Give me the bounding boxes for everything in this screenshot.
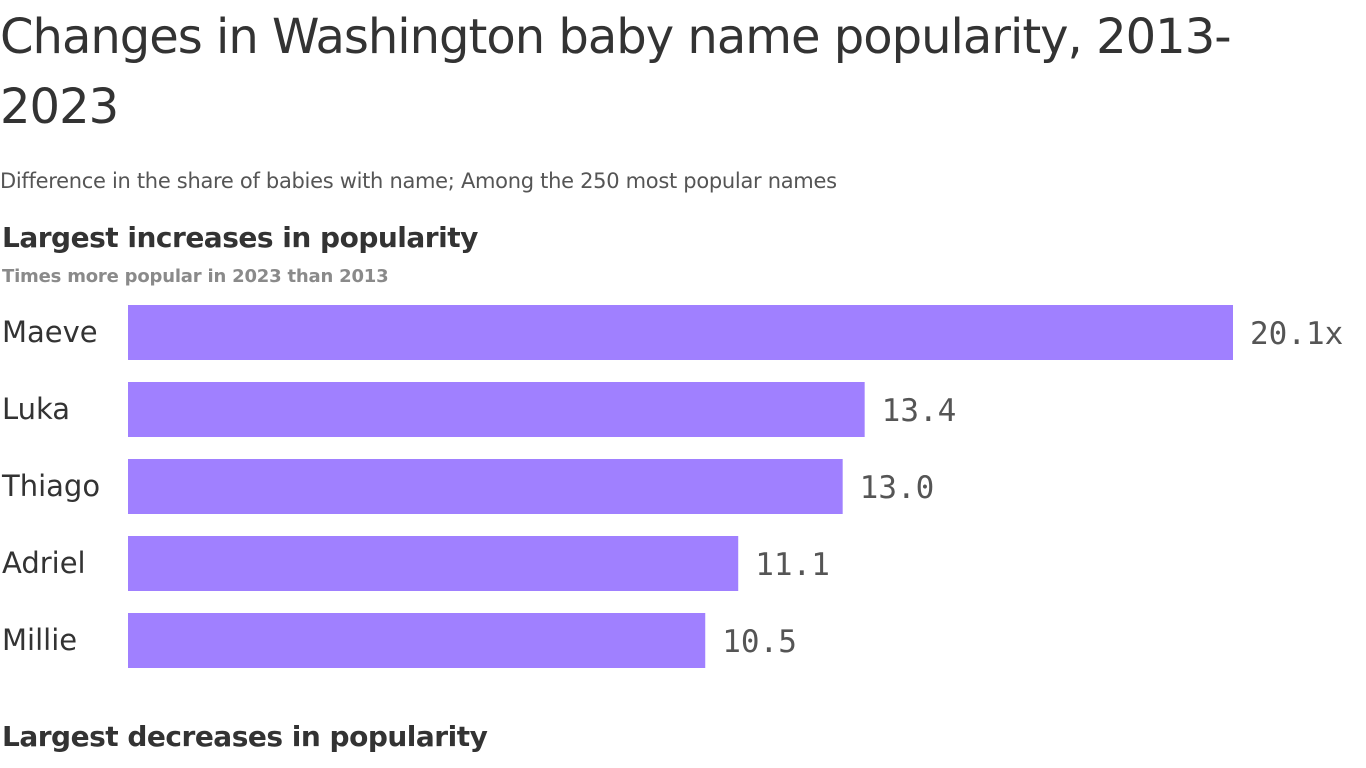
bar (128, 459, 843, 514)
chart-subtitle: Difference in the share of babies with n… (0, 169, 837, 193)
category-label: Maeve (2, 315, 98, 349)
value-label: 20.1x (1250, 316, 1343, 352)
category-label: Luka (2, 392, 70, 426)
bar-chart: Maeve 20.1x Luka 13.4 Thiago 13.0 Adriel 11.1 Mi… (1, 305, 1343, 668)
category-label: Adriel (2, 546, 86, 580)
value-label: 13.0 (860, 470, 935, 506)
value-label: 11.1 (755, 547, 830, 583)
category-label: Millie (2, 623, 77, 657)
category-label: Thiago (1, 469, 100, 503)
bar (128, 536, 739, 591)
increases-section-title: Largest increases in popularity (2, 221, 478, 254)
increases-section-subtitle: Times more popular in 2023 than 2013 (2, 266, 389, 287)
bar (128, 305, 1233, 360)
decreases-section-title: Largest decreases in popularity (2, 720, 488, 753)
bar (128, 382, 865, 437)
value-label: 10.5 (722, 624, 797, 660)
bar (128, 613, 706, 668)
chart-title: Changes in Washington baby name populari… (0, 9, 1232, 135)
value-label: 13.4 (882, 393, 957, 429)
